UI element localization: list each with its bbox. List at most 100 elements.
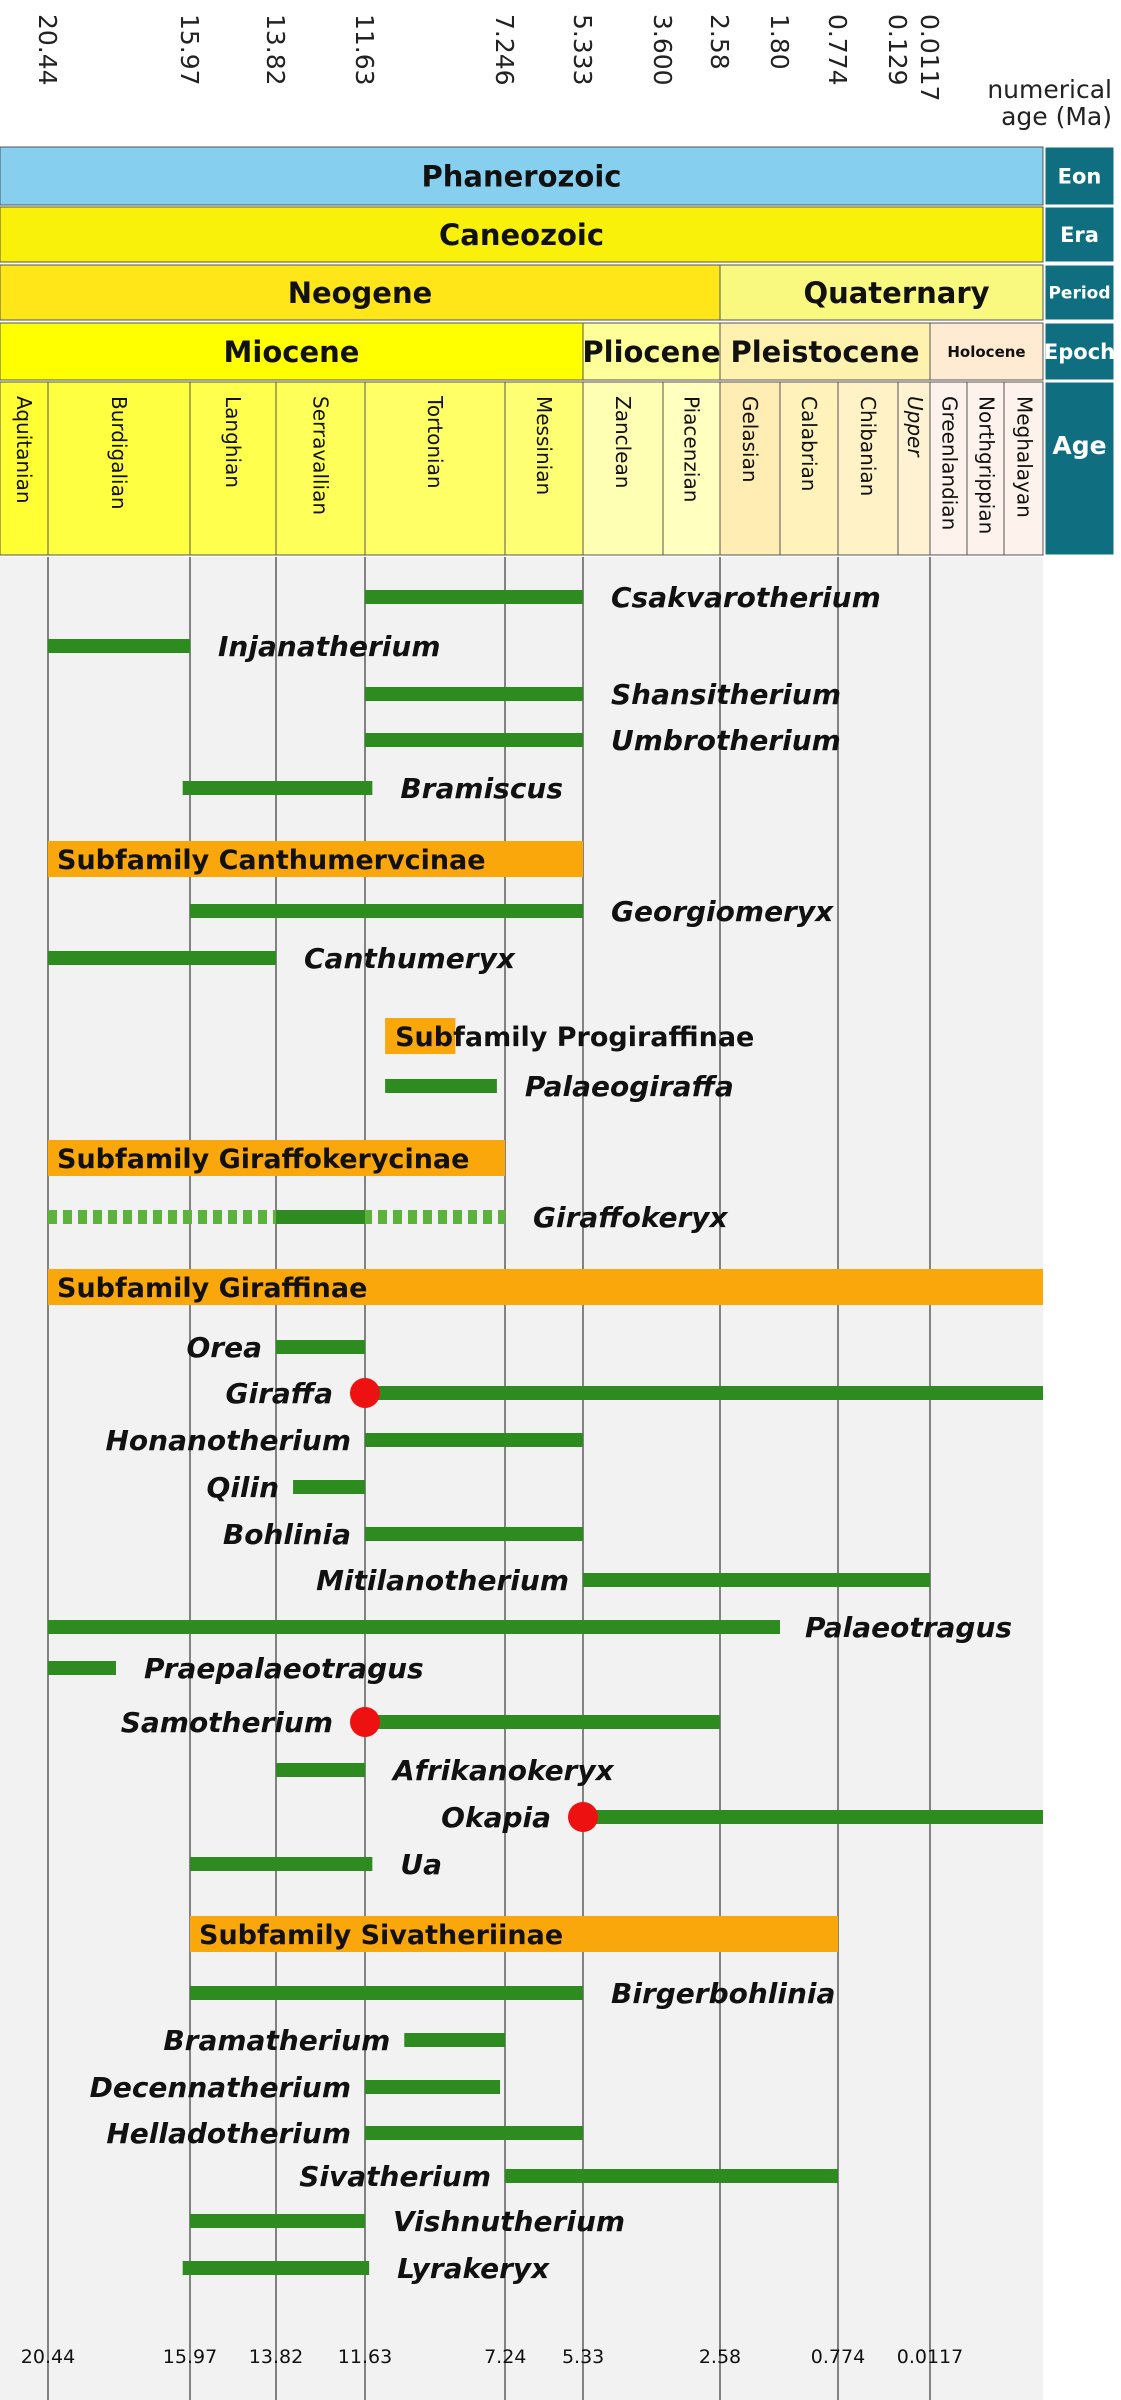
header-cell-serravallian	[275, 381, 366, 556]
top-tick-label: 0.774	[823, 14, 852, 86]
bottom-tick-label: 0.774	[811, 2346, 865, 2368]
taxon-label-lyrakeryx: Lyrakeryx	[397, 2252, 550, 2285]
range-bar-qilin	[293, 1480, 365, 1494]
taxon-label-vishnutherium: Vishnutherium	[393, 2205, 625, 2238]
range-bar-samotherium	[365, 1715, 720, 1729]
age-label-greenlandian: Greenlandian	[938, 396, 962, 530]
range-bar-sivatherium	[505, 2169, 838, 2183]
age-label-burdigalian: Burdigalian	[107, 396, 131, 510]
header-cell-aquitanian	[0, 381, 49, 556]
range-bar-orea	[276, 1340, 365, 1354]
header-cell-caneozoic	[0, 206, 1044, 263]
age-label-gelasian: Gelasian	[738, 396, 762, 483]
header-cell-phanerozoic	[0, 146, 1044, 206]
header-cell-northgrippian	[966, 381, 1005, 556]
taxon-label-qilin: Qilin	[207, 1471, 280, 1504]
range-bar-birgerbohlinia	[190, 1986, 583, 2000]
x-axis-label-units: age (Ma)	[1001, 102, 1112, 131]
taxon-label-praepalaeotragus: Praepalaeotragus	[144, 1652, 424, 1685]
age-label-northgrippian: Northgrippian	[975, 396, 999, 534]
subfamily-label-subfamily-progiraffinae: Subfamily Progiraffinae	[395, 1022, 754, 1053]
header-cell-gelasian	[719, 381, 781, 556]
taxon-label-okapia: Okapia	[441, 1801, 551, 1834]
taxon-label-decennatherium: Decennatherium	[90, 2071, 351, 2104]
header-label-phanerozoic: Phanerozoic	[422, 159, 622, 193]
taxon-label-honanotherium: Honanotherium	[106, 1424, 352, 1457]
range-bar-georgiomeryx	[190, 904, 583, 918]
top-tick-label: 13.82	[261, 14, 290, 86]
age-label-tortonian: Tortonian	[423, 395, 447, 489]
range-bar-afrikanokeryx	[276, 1763, 365, 1777]
subfamily-bar-subfamily-progiraffinae	[385, 1018, 456, 1054]
sidebar-cell-epoch	[1044, 322, 1115, 381]
range-bar-umbrotherium	[365, 733, 583, 747]
taxon-label-injanatherium: Injanatherium	[218, 630, 441, 663]
taxon-label-ua: Ua	[400, 1848, 442, 1881]
range-bar-mitilanotherium	[583, 1573, 930, 1587]
bottom-tick-label: 11.63	[338, 2346, 392, 2368]
top-axis-ticks: 20.44 15.97 13.82 11.63 7.246 5.333 3.600 2.58 1…	[33, 14, 944, 101]
sidebar-label-period: Period	[1048, 284, 1110, 304]
range-bar-palaeotragus	[48, 1620, 780, 1634]
taxon-label-bohlinia: Bohlinia	[223, 1518, 351, 1551]
top-tick-label: 0.129	[883, 14, 912, 86]
header-cell-quaternary	[719, 264, 1044, 321]
top-tick-label: 20.44	[33, 14, 62, 86]
sidebar-cell-age	[1044, 381, 1115, 556]
taxon-label-mitilanotherium: Mitilanotherium	[316, 1564, 569, 1597]
top-tick-label: 15.97	[175, 14, 204, 86]
sidebar-label-epoch: Epoch	[1044, 340, 1115, 364]
origin-marker-giraffa	[350, 1378, 380, 1408]
age-label-langhian: Langhian	[221, 396, 245, 488]
top-tick-label: 11.63	[350, 14, 379, 86]
sidebar-blank	[1045, 557, 1114, 2400]
sidebar-label-age: Age	[1052, 431, 1106, 460]
age-label-meghalayan: Meghalayan	[1013, 396, 1037, 518]
header-label-miocene: Miocene	[224, 335, 360, 369]
age-label-serravallian: Serravallian	[309, 396, 333, 515]
range-bar-canthumeryx	[48, 951, 276, 965]
taxon-label-palaeogiraffa: Palaeogiraffa	[525, 1070, 734, 1103]
top-tick-label: 1.80	[765, 14, 794, 70]
range-bar-vishnutherium	[190, 2214, 365, 2228]
subfamily-label-subfamily-giraffokerycinae: Subfamily Giraffokerycinae	[57, 1144, 469, 1175]
range-bar-praepalaeotragus	[48, 1661, 116, 1675]
top-tick-label: 7.246	[490, 14, 519, 86]
bottom-tick-label: 0.0117	[897, 2346, 963, 2368]
origin-marker-samotherium	[350, 1707, 380, 1737]
bottom-tick-label: 5.33	[562, 2346, 604, 2368]
taxon-label-bramatherium: Bramatherium	[163, 2024, 390, 2057]
subfamily-label-subfamily-giraffinae: Subfamily Giraffinae	[57, 1273, 367, 1304]
header-cell-pleistocene	[719, 322, 931, 381]
top-tick-label: 3.600	[648, 14, 677, 86]
range-bar-okapia	[583, 1810, 1043, 1824]
taxon-label-samotherium: Samotherium	[121, 1706, 333, 1739]
bottom-tick-label: 2.58	[699, 2346, 741, 2368]
taxon-label-csakvarotherium: Csakvarotherium	[611, 581, 881, 614]
header-label-quaternary: Quaternary	[803, 276, 989, 310]
header-cell-zanclean	[582, 381, 664, 556]
header-cell-piacenzian	[662, 381, 721, 556]
taxon-label-helladotherium: Helladotherium	[106, 2117, 351, 2150]
range-bar-palaeogiraffa	[385, 1079, 497, 1093]
rank-sidebar: Eon Era Period Epoch Age	[1044, 146, 1115, 2400]
taxon-label-umbrotherium: Umbrotherium	[611, 724, 841, 757]
header-cell-calabrian	[779, 381, 839, 556]
range-bar-decennatherium	[365, 2080, 501, 2094]
subfamily-bar-subfamily-giraffinae	[48, 1269, 1043, 1305]
range-bar-giraffa	[365, 1386, 1043, 1400]
age-label-zanclean: Zanclean	[611, 396, 635, 488]
bottom-axis-ticks: 20.44 15.97 13.82 11.63 7.24 5.33 2.58 0.774 0.0…	[21, 2346, 963, 2368]
header-label-holocene: Holocene	[947, 343, 1025, 361]
sidebar-cell-period	[1044, 264, 1115, 321]
taxon-label-birgerbohlinia: Birgerbohlinia	[611, 1977, 835, 2010]
sidebar-label-eon: Eon	[1058, 165, 1102, 189]
header-cell-burdigalian	[47, 381, 191, 556]
subfamily-bar-subfamily-canthumervcinae	[48, 841, 583, 877]
header-cell-messinian	[504, 381, 584, 556]
header-cell-upper	[897, 381, 931, 556]
range-bar-lyrakeryx	[182, 2261, 370, 2275]
subfamily-label-subfamily-sivatheriinae: Subfamily Sivatheriinae	[199, 1920, 563, 1951]
range-bar-honanotherium	[365, 1433, 583, 1447]
